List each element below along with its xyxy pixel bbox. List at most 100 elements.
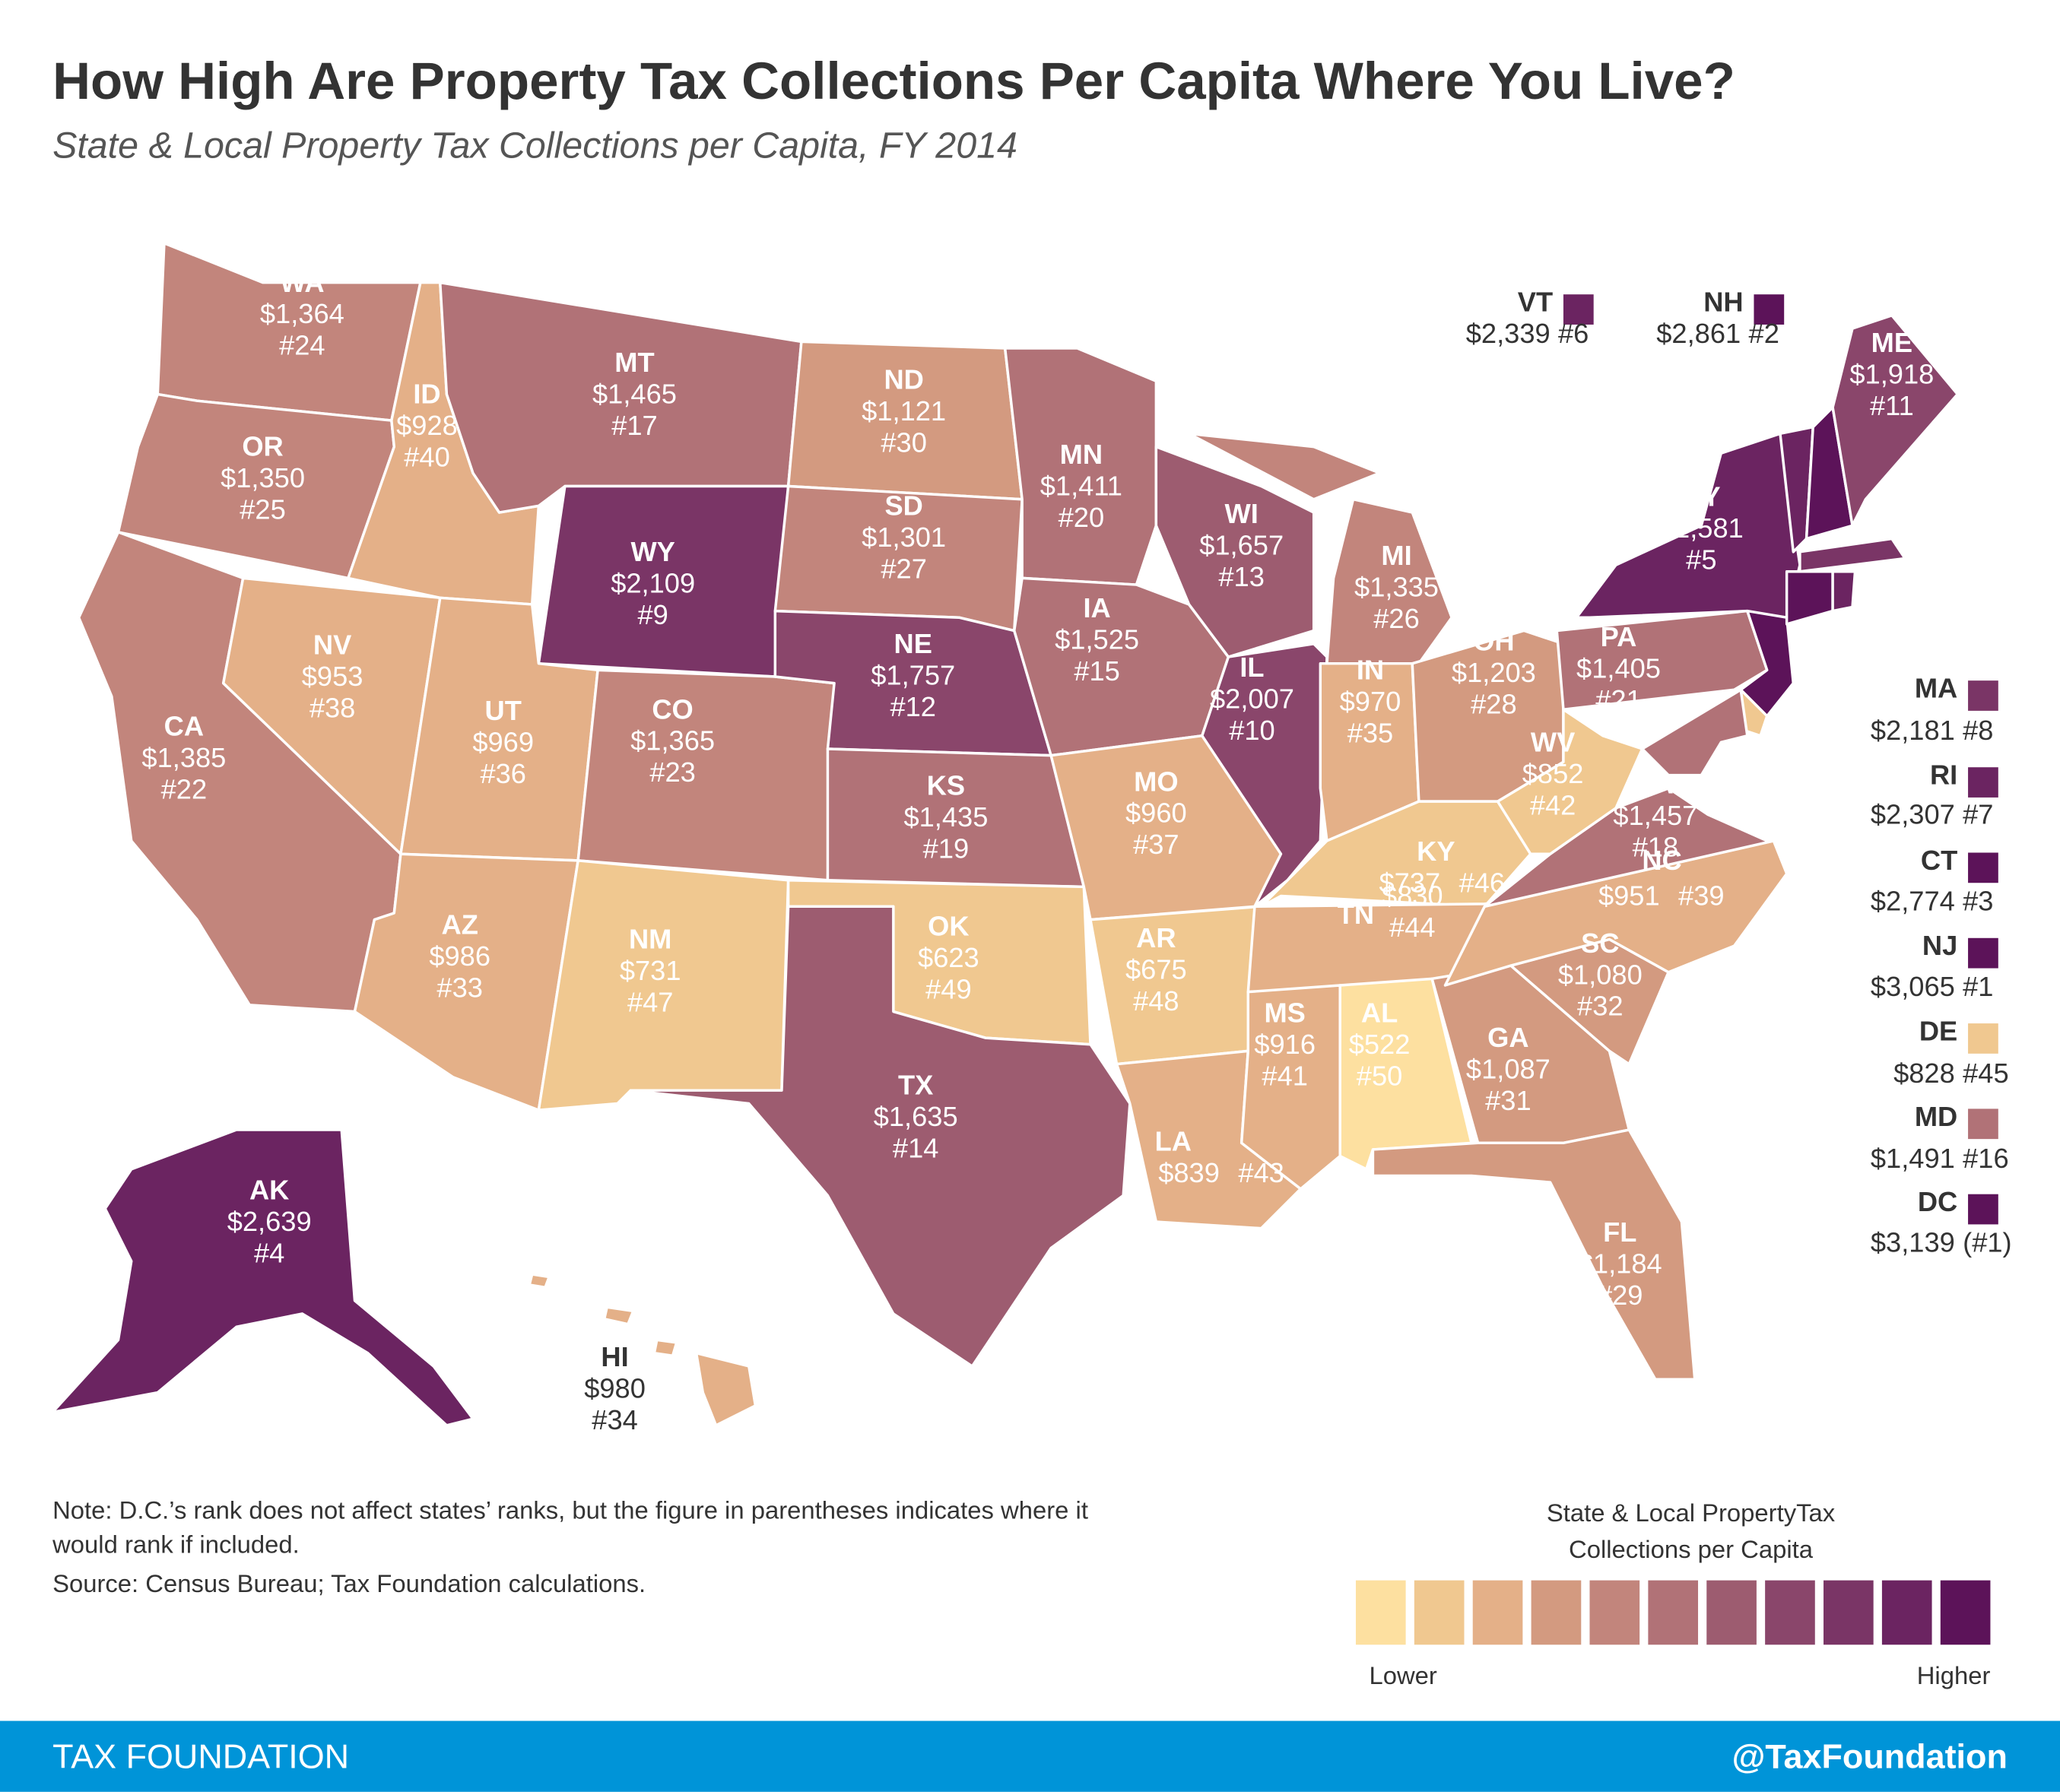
state-value: $675 bbox=[1125, 953, 1187, 985]
state-rank: #34 bbox=[592, 1404, 638, 1435]
state-rank: #19 bbox=[923, 833, 970, 864]
state-shape bbox=[51, 1128, 475, 1427]
state-abbr: NY bbox=[1682, 481, 1720, 512]
state-rank: #29 bbox=[1597, 1280, 1643, 1311]
state-abbr: MS bbox=[1264, 997, 1305, 1028]
state-abbr: AK bbox=[249, 1175, 289, 1206]
state-shape bbox=[576, 668, 836, 882]
state-shape bbox=[1496, 708, 1644, 855]
state-abbr: FL bbox=[1603, 1216, 1636, 1248]
state-abbr: GA bbox=[1487, 1022, 1528, 1053]
state-abbr: VA bbox=[1637, 769, 1674, 800]
state-value: $1,757 bbox=[871, 659, 955, 690]
state-rank: #42 bbox=[1530, 789, 1576, 820]
state-abbr: WY bbox=[630, 536, 674, 567]
state-value: $1,918 bbox=[1849, 359, 1934, 390]
state-value: $1,457 bbox=[1613, 800, 1697, 831]
state-rank: #41 bbox=[1262, 1060, 1308, 1091]
state-abbr: MN bbox=[1060, 439, 1103, 470]
state-value: $3,065 bbox=[1871, 971, 1955, 1002]
state-rank: #13 bbox=[1218, 561, 1265, 592]
state-rank: #33 bbox=[436, 972, 483, 1004]
legend-swatch bbox=[1940, 1580, 1991, 1645]
state-abbr: NC bbox=[1642, 845, 1681, 876]
state-abbr: VT bbox=[1518, 287, 1553, 318]
legend-swatch bbox=[1881, 1580, 1932, 1645]
state-rank: #6 bbox=[1558, 318, 1589, 349]
state-rank: #3 bbox=[1963, 886, 1993, 917]
state-rank: #16 bbox=[1963, 1143, 2009, 1174]
state-abbr: NH bbox=[1703, 287, 1743, 318]
legend-swatch bbox=[1414, 1580, 1465, 1645]
state-abbr: AR bbox=[1136, 922, 1176, 953]
title: How High Are Property Tax Collections Pe… bbox=[52, 51, 1735, 110]
state-shape bbox=[1371, 1128, 1697, 1381]
footer-bar bbox=[0, 1721, 2060, 1792]
state-value: $1,365 bbox=[630, 725, 715, 756]
footer-brand: TAX FOUNDATION bbox=[52, 1737, 349, 1776]
state-rank: #17 bbox=[611, 410, 658, 441]
state-shape bbox=[1785, 570, 1834, 626]
state-abbr: KS bbox=[927, 769, 965, 801]
color-swatch bbox=[1754, 294, 1785, 325]
color-swatch bbox=[1968, 1023, 1998, 1054]
state-shape bbox=[1798, 537, 1906, 573]
state-value: $522 bbox=[1349, 1029, 1411, 1060]
state-abbr: IL bbox=[1239, 652, 1264, 683]
legend-low: Lower bbox=[1369, 1661, 1436, 1689]
state-abbr: AL bbox=[1361, 997, 1398, 1028]
state-rank: #7 bbox=[1963, 798, 1993, 829]
state-value: $1,657 bbox=[1199, 529, 1284, 560]
footer-handle: @TaxFoundation bbox=[1732, 1737, 2008, 1776]
state-value: $839 bbox=[1158, 1157, 1220, 1188]
state-value: $1,087 bbox=[1466, 1054, 1551, 1085]
state-rank: #25 bbox=[240, 494, 286, 525]
state-shape bbox=[1831, 314, 1959, 528]
state-value: $1,635 bbox=[874, 1101, 958, 1132]
color-swatch bbox=[1968, 767, 1998, 798]
legend-swatch bbox=[1765, 1580, 1815, 1645]
state-abbr: PA bbox=[1601, 621, 1637, 652]
color-swatch bbox=[1968, 1194, 1998, 1225]
state-rank: #18 bbox=[1633, 832, 1679, 863]
state-rank: #47 bbox=[627, 987, 674, 1018]
state-value: $960 bbox=[1125, 798, 1187, 829]
state-rank: #36 bbox=[480, 758, 526, 789]
state-value: $1,435 bbox=[903, 801, 988, 833]
state-abbr: SD bbox=[884, 490, 922, 521]
state-abbr: WI bbox=[1225, 498, 1259, 529]
state-value: $986 bbox=[429, 940, 490, 972]
state-value: $1,350 bbox=[221, 462, 305, 493]
state-value: $928 bbox=[396, 410, 458, 441]
state-rank: #20 bbox=[1059, 502, 1105, 533]
state-abbr: TN bbox=[1338, 899, 1374, 930]
state-abbr: IA bbox=[1083, 592, 1110, 623]
state-rank: #4 bbox=[254, 1238, 284, 1269]
state-value: $1,405 bbox=[1576, 653, 1661, 684]
color-swatch bbox=[1563, 294, 1594, 325]
state-shape bbox=[1555, 609, 1769, 711]
state-value: $2,109 bbox=[611, 567, 695, 598]
state-rank: #22 bbox=[161, 774, 208, 805]
state-value: $2,007 bbox=[1210, 683, 1294, 714]
note-line: Note: D.C.’s rank does not affect states… bbox=[52, 1495, 1088, 1524]
state-abbr: RI bbox=[1930, 760, 1957, 791]
color-swatch bbox=[1968, 1109, 1998, 1140]
state-rank: #24 bbox=[279, 330, 325, 361]
state-rank: #46 bbox=[1459, 867, 1506, 898]
state-value: $2,774 bbox=[1871, 886, 1955, 917]
state-abbr: CO bbox=[652, 693, 693, 725]
state-rank: #14 bbox=[893, 1132, 939, 1163]
legend-swatch bbox=[1648, 1580, 1699, 1645]
state-abbr: MI bbox=[1381, 540, 1411, 571]
state-abbr: TX bbox=[898, 1069, 933, 1100]
state-value: $1,301 bbox=[862, 522, 946, 553]
state-value: $3,139 bbox=[1871, 1227, 1955, 1258]
state-value: $828 bbox=[1893, 1058, 1955, 1089]
subtitle: State & Local Property Tax Collections p… bbox=[52, 125, 1017, 167]
legend-swatch bbox=[1589, 1580, 1640, 1645]
state-abbr: NE bbox=[894, 628, 932, 659]
state-rank: #49 bbox=[925, 973, 972, 1004]
state-value: $852 bbox=[1522, 758, 1584, 789]
